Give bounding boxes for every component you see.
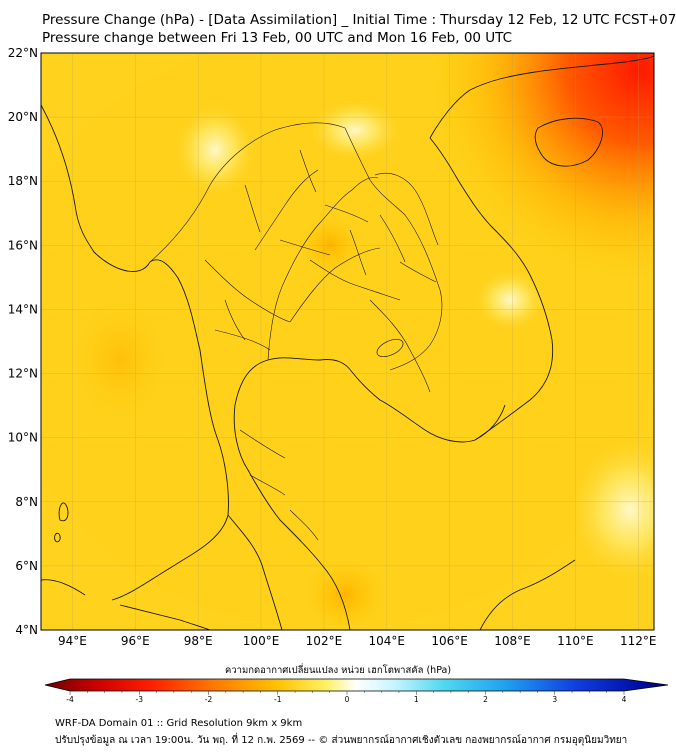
colorbar-tick-label: -4 [66, 695, 74, 704]
lat-label: 20°N [8, 110, 38, 124]
colorbar-tick-label: -2 [205, 695, 213, 704]
lon-label: 110°E [557, 634, 594, 648]
map-title: Pressure Change (hPa) - [Data Assimilati… [42, 12, 676, 28]
lon-label: 104°E [369, 634, 406, 648]
graticule [41, 53, 654, 630]
lon-label: 100°E [243, 634, 280, 648]
lat-label: 18°N [8, 174, 38, 188]
colorbar-ticks: -4 -3 -2 -1 0 1 2 3 4 [66, 691, 627, 704]
colorbar-bar [44, 678, 669, 692]
lon-label: 112°E [620, 634, 657, 648]
longitude-labels: 94°E 96°E 98°E 100°E 102°E 104°E 106°E 108°E 110… [58, 634, 657, 648]
colorbar: -4 -3 -2 -1 0 1 2 3 4 [44, 678, 669, 704]
lon-label: 98°E [184, 634, 213, 648]
lon-label: 94°E [58, 634, 87, 648]
lon-label: 106°E [431, 634, 468, 648]
lat-label: 22°N [8, 46, 38, 60]
lon-label: 108°E [494, 634, 531, 648]
colorbar-title: ความกดอากาศเปลี่ยนแปลง หน่วย เฮกโตพาสคัล… [224, 665, 452, 676]
lon-label: 102°E [306, 634, 343, 648]
colorbar-tick-label: 4 [622, 695, 627, 704]
coastlines [41, 55, 654, 630]
colorbar-tick-label: 3 [552, 695, 557, 704]
lat-label: 6°N [15, 559, 38, 573]
latitude-labels: 22°N 20°N 18°N 16°N 14°N 12°N 10°N 8°N 6°N 4°N [8, 46, 38, 637]
colorbar-tick-label: -3 [136, 695, 144, 704]
lat-label: 8°N [15, 495, 38, 509]
colorbar-tick-label: 1 [414, 695, 419, 704]
lat-label: 10°N [8, 431, 38, 445]
country-borders [149, 122, 443, 541]
lat-label: 4°N [15, 623, 38, 637]
colorbar-tick-label: 0 [345, 695, 350, 704]
colorbar-tick-label: -1 [274, 695, 282, 704]
lake-outline [376, 338, 404, 358]
lat-label: 14°N [8, 302, 38, 316]
map-frame [40, 52, 655, 631]
pressure-field [41, 53, 654, 630]
colorbar-tick-label: 2 [483, 695, 488, 704]
footer-credit: ปรับปรุงข้อมูล ณ เวลา 19:00น. วัน พฤ. ที… [55, 735, 628, 746]
lat-label: 16°N [8, 238, 38, 252]
lat-label: 12°N [8, 367, 38, 381]
map-subtitle: Pressure change between Fri 13 Feb, 00 U… [42, 30, 513, 46]
footer-model-info: WRF-DA Domain 01 :: Grid Resolution 9km … [55, 718, 303, 729]
lon-label: 96°E [121, 634, 150, 648]
